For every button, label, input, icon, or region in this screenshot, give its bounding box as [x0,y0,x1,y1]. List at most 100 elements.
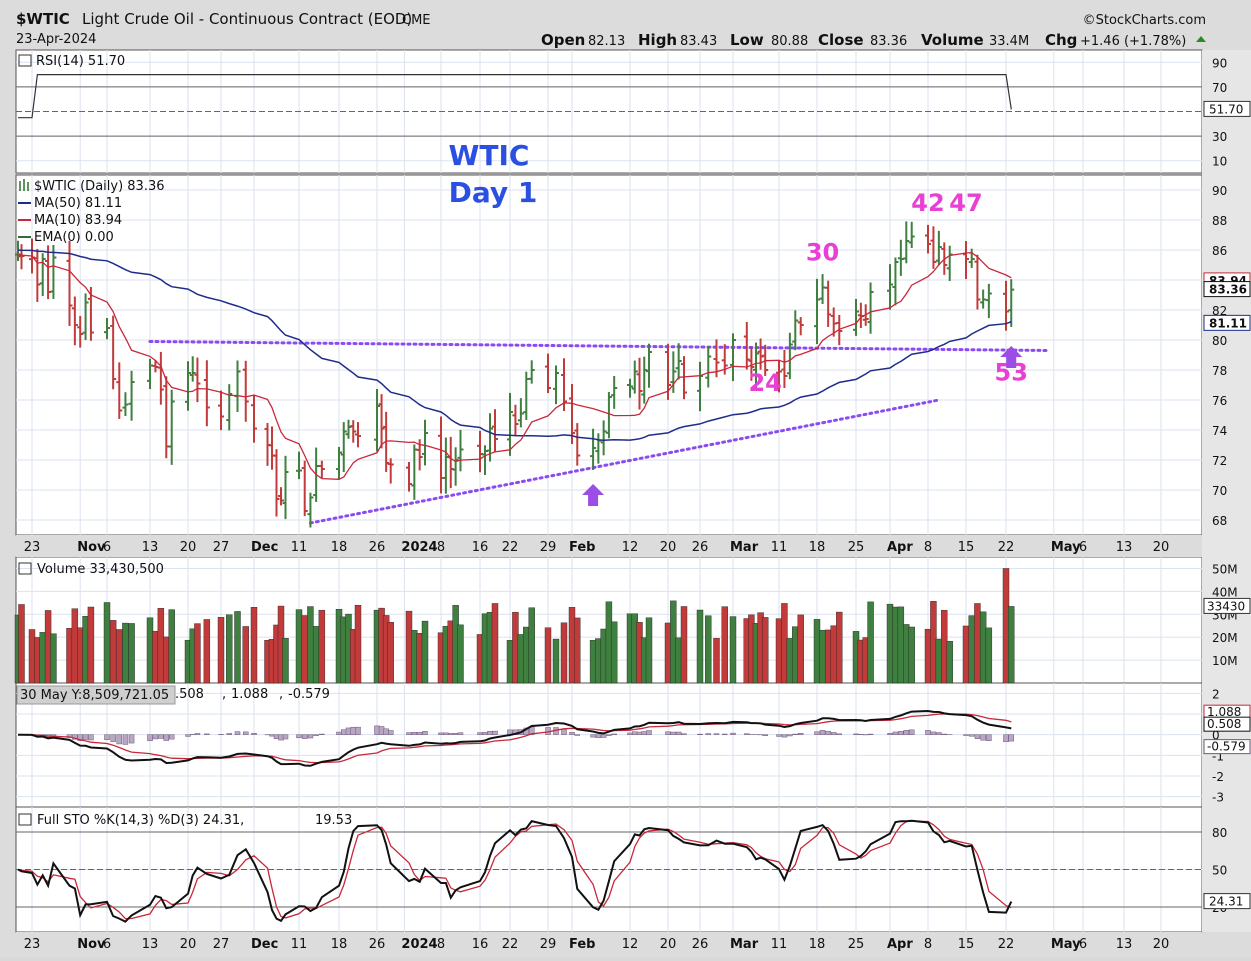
macd-histogram-bar [448,733,453,734]
volume-bar [104,602,110,683]
x-axis-1-label: 23 [24,540,41,555]
low-value: 80.88 [771,34,808,49]
volume-bar [422,621,428,683]
volume-bar [492,603,498,683]
x-axis-2-label: 20 [660,937,677,952]
x-axis-1-label: Apr [887,540,913,555]
volume-bar [930,601,936,683]
x-axis-1-label: 22 [502,540,519,555]
sto-legend-d: 19.53 [315,813,352,828]
x-axis-1-label: 20 [1153,540,1170,555]
macd-legend: 30 May Y:8,509,721.05 .508 , 1.088 , -0.… [17,686,330,704]
rsi-tick-label: 30 [1212,130,1227,144]
chg-label: Chg [1045,31,1077,49]
volume-bar [72,609,78,683]
macd-histogram-bar [443,733,448,735]
volume-bar [110,620,116,683]
volume-bar [158,608,164,683]
volume-bar [925,629,931,683]
macd-histogram-bar [153,735,158,739]
volume-bar [980,612,986,683]
volume-bar [762,617,768,683]
macd-histogram-bar [637,732,642,735]
macd-histogram-bar [671,732,676,735]
volume-bar [417,633,423,683]
high-label: High [638,31,677,49]
volume-bar [909,627,915,683]
macd-histogram-bar [319,734,324,735]
x-axis-2-label: 11 [771,937,788,952]
macd-histogram-bar [642,731,647,734]
x-axis-1-label: 26 [369,540,386,555]
macd-legend-hist: -0.579 [288,687,330,702]
macd-histogram-bar [195,733,200,734]
volume-bar [302,615,308,683]
volume-bar [83,616,89,683]
macd-histogram-bar [308,735,313,738]
volume-bar [574,618,580,683]
x-axis-1-label: 8 [437,540,445,555]
macd-histogram-bar [815,732,820,735]
volume-bar [307,607,313,683]
volume-bar [792,627,798,683]
macd-histogram-bar [606,735,611,736]
volume-bar [836,612,842,683]
x-axis-1-label: 13 [1116,540,1133,555]
volume-bar [776,619,782,683]
macd-histogram-bar [570,732,575,734]
rsi-legend-text: RSI(14) 51.70 [36,54,125,69]
volume-bar [898,607,904,683]
volume-bar [19,604,25,683]
x-axis-1-label: 12 [622,540,639,555]
x-axis-1-label: Feb [569,540,595,555]
volume-tick-label: 10M [1212,654,1238,668]
x-axis-1-label: 22 [998,540,1015,555]
x-axis-2-label: 15 [958,937,975,952]
macd-value-tag-text: 0.508 [1207,717,1241,731]
x-axis-2-label: Apr [887,937,913,952]
x-axis-2-label: 26 [692,937,709,952]
x-axis-2-label: 25 [848,937,865,952]
x-axis-2-label: 22 [502,937,519,952]
macd-histogram-bar [647,730,652,734]
annotation-day-1: Day 1 [449,176,538,209]
chg-value: +1.46 (+1.78%) [1080,34,1186,49]
volume-bar [561,623,567,683]
volume-bar [406,611,412,683]
volume-bar [29,629,35,683]
x-axis-2-label: May [1051,937,1081,952]
macd-histogram-bar [820,730,825,734]
macd-histogram-bar [314,735,319,736]
macd-histogram-bar [417,732,422,734]
volume-bar [77,628,83,683]
macd-histogram-bar [854,734,859,735]
volume-tick-label: 20M [1212,631,1238,645]
price-tick-label: 76 [1212,394,1227,408]
macd-tick-label: -2 [1212,770,1224,784]
macd-histogram-bar [252,733,257,734]
x-axis-2-label: Mar [730,937,759,952]
macd-histogram-bar [458,733,463,735]
macd-histogram-bar [926,730,931,734]
macd-histogram-bar [423,731,428,734]
macd-histogram-bar [169,735,174,739]
open-label: Open [541,31,585,49]
macd-histogram-bar [601,735,606,738]
volume-bar [611,622,617,683]
sto-legend-text: Full STO %K(14,3) %D(3) 24.31, [37,813,244,828]
cycle-label: 30 [806,239,839,267]
volume-label: Volume [921,31,984,49]
macd-tick-label: 2 [1212,687,1220,701]
macd-histogram-bar [706,734,711,735]
macd-histogram-bar [981,735,986,741]
macd-histogram-bar [632,732,637,735]
contract-name: Light Crude Oil - Continuous Contract (E… [82,10,412,28]
price-value-tag-text: 81.11 [1209,316,1247,330]
macd-value-tag-text: -0.579 [1207,740,1246,754]
macd-legend-sep1: , [222,687,226,702]
macd-histogram-bar [628,733,633,735]
macd-histogram-bar [612,734,617,735]
macd-histogram-bar [763,735,768,736]
